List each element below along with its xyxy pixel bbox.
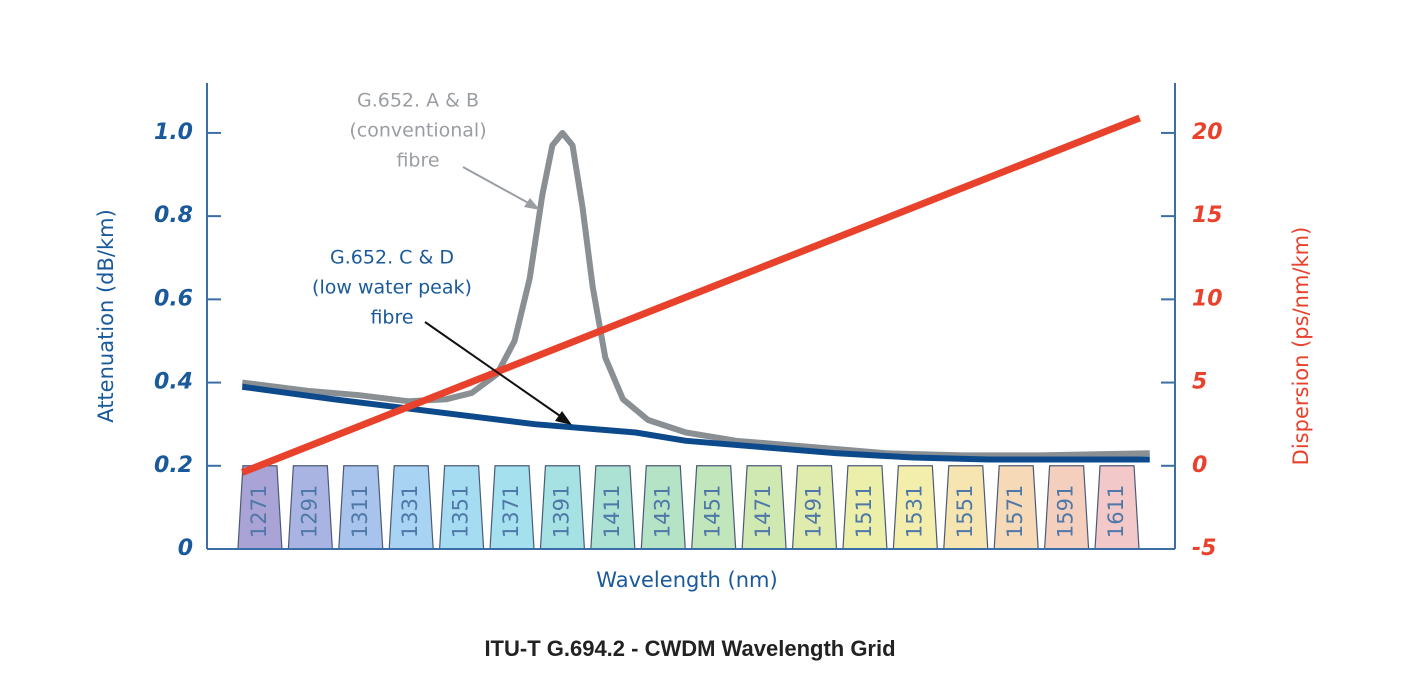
y2-tick-label: -5 xyxy=(1192,536,1216,561)
annotation: fibre xyxy=(370,307,413,329)
channel-label: 1591 xyxy=(1054,485,1078,538)
channel-label: 1431 xyxy=(650,485,674,538)
channel-label: 1551 xyxy=(953,485,977,538)
y2-tick-label: 0 xyxy=(1192,453,1207,478)
annotation: G.652. A & B xyxy=(357,90,479,112)
y-tick-label: 0.8 xyxy=(154,203,193,228)
annotation: (low water peak) xyxy=(312,277,472,299)
y2-tick-label: 5 xyxy=(1192,370,1207,395)
channel-label: 1471 xyxy=(751,485,775,538)
channel-label: 1371 xyxy=(499,485,523,538)
y2-tick-label: 10 xyxy=(1192,286,1223,311)
channel-label: 1291 xyxy=(297,485,321,538)
annotation-arrow xyxy=(462,166,533,206)
series-line xyxy=(241,114,1141,476)
channel-label: 1531 xyxy=(902,485,926,538)
y-axis-label: Attenuation (dB/km) xyxy=(94,209,118,423)
channel-label: 1491 xyxy=(802,485,826,538)
y-tick-label: 0 xyxy=(178,536,193,561)
y-tick-label: 1.0 xyxy=(154,120,193,145)
channel-label: 1451 xyxy=(701,485,725,538)
series-line xyxy=(241,129,1150,459)
annotation: (conventional) xyxy=(349,120,486,142)
channel-label: 1411 xyxy=(600,485,624,538)
y-tick-label: 0.4 xyxy=(154,370,193,395)
series-line xyxy=(241,383,1150,463)
y2-tick-label: 15 xyxy=(1192,203,1223,228)
channel-label: 1271 xyxy=(247,485,271,538)
channel-label: 1331 xyxy=(398,485,422,538)
channel-label: 1571 xyxy=(1003,485,1027,538)
channel-layer: 1271 1291 1311 1331 1351 1371 1391 1411 1431 1451… xyxy=(237,465,1140,550)
annotation: fibre xyxy=(396,150,439,172)
arrow-head xyxy=(555,411,572,425)
channel-label: 1511 xyxy=(852,485,876,538)
arrow-head xyxy=(524,198,540,210)
y2-tick-label: 20 xyxy=(1192,120,1223,145)
y-tick-label: 0.6 xyxy=(154,286,193,311)
annotation-arrow xyxy=(424,321,564,419)
chart-title: ITU-T G.694.2 - CWDM Wavelength Grid xyxy=(484,636,895,661)
y-tick-label: 0.2 xyxy=(154,453,193,478)
curve-layer xyxy=(241,114,1150,476)
x-axis-label: Wavelength (nm) xyxy=(596,568,777,592)
channel-label: 1391 xyxy=(549,485,573,538)
channel-label: 1311 xyxy=(348,485,372,538)
channel-label: 1611 xyxy=(1104,485,1128,538)
annotation: G.652. C & D xyxy=(330,247,454,269)
y2-axis-label: Dispersion (ps/nm/km) xyxy=(1289,227,1313,466)
channel-label: 1351 xyxy=(449,485,473,538)
